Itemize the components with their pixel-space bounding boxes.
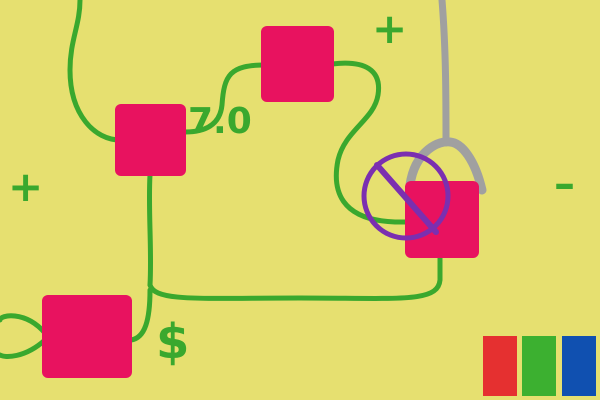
swatch-green[interactable] — [522, 336, 556, 396]
wire-top-left-loop — [67, 0, 123, 143]
node-a[interactable] — [115, 104, 186, 176]
node-c[interactable] — [42, 295, 132, 378]
swatch-blue[interactable] — [562, 336, 596, 396]
crane-cable — [438, 0, 450, 147]
wire-node-b-to-d — [329, 60, 413, 225]
wire-node-c-left-loop — [0, 313, 48, 359]
plus-icon-top[interactable]: + — [372, 4, 407, 53]
node-b[interactable] — [261, 26, 334, 102]
swatch-red[interactable] — [483, 336, 517, 396]
edge-value-label: 7.0 — [188, 101, 252, 142]
wire-node-c-right — [128, 287, 153, 343]
wire-node-a-down — [146, 172, 154, 288]
wire-node-a-to-b — [182, 62, 268, 135]
currency-label: $ — [156, 314, 189, 370]
wire-bottom-link — [147, 253, 443, 301]
plus-icon-left[interactable]: + — [8, 162, 43, 211]
color-palette — [483, 336, 596, 396]
crane-claw — [405, 137, 487, 195]
crane-hook-icon[interactable] — [405, 0, 487, 195]
minus-icon-right[interactable]: – — [554, 159, 575, 208]
no-entry-icon — [361, 151, 451, 241]
